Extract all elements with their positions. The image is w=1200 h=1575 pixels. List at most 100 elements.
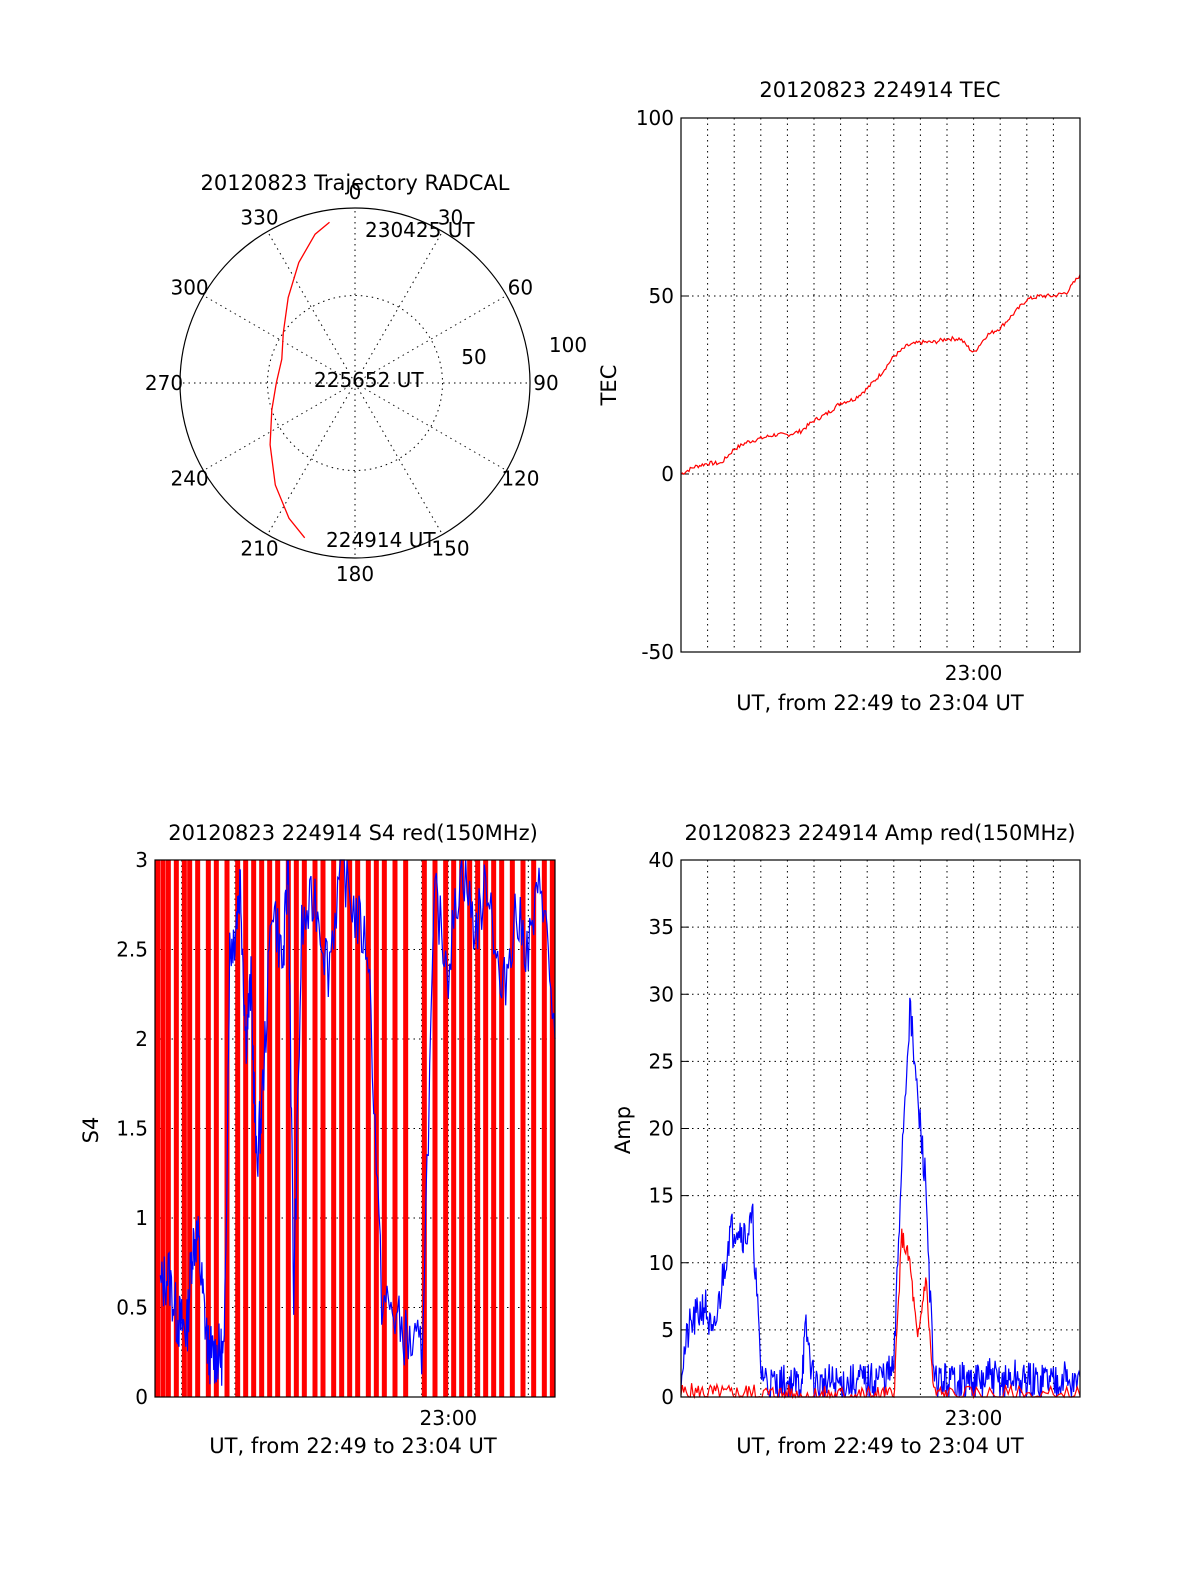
amp-y-tick-label: 25 bbox=[649, 1049, 674, 1073]
polar-spoke bbox=[354, 382, 507, 471]
tec-y-tick-label: 50 bbox=[649, 284, 674, 308]
tec-plot-frame bbox=[680, 117, 1081, 653]
s4-red-spike bbox=[251, 860, 257, 1397]
s4-red-spike bbox=[483, 860, 489, 1397]
s4-red-spike bbox=[491, 860, 497, 1397]
trajectory-end-label: 230425 UT bbox=[365, 218, 475, 242]
s4-red-spike bbox=[195, 860, 201, 1397]
s4-red-spike bbox=[531, 860, 537, 1397]
s4-red-spike bbox=[205, 860, 211, 1397]
s4-red-spike bbox=[165, 860, 171, 1397]
s4-red-spike bbox=[373, 860, 379, 1397]
amp-x-tick-label: 23:00 bbox=[945, 1406, 1003, 1430]
tec-y-tick-label: 0 bbox=[661, 462, 674, 486]
polar-angle-label: 330 bbox=[240, 206, 278, 230]
s4-red-spike bbox=[403, 860, 409, 1397]
tec-y-tick-label: 100 bbox=[636, 106, 674, 130]
s4-red-spike bbox=[187, 860, 193, 1397]
s4-red-spike bbox=[155, 860, 161, 1397]
tec-y-axis-label: TEC bbox=[597, 365, 621, 407]
s4-y-tick-label: 0 bbox=[135, 1385, 148, 1409]
amp-y-tick-label: 20 bbox=[649, 1117, 674, 1141]
amp-y-tick-label: 10 bbox=[649, 1251, 674, 1275]
s4-red-spike bbox=[285, 860, 291, 1397]
amp-y-tick-label: 30 bbox=[649, 982, 674, 1006]
tec-grid bbox=[681, 118, 1080, 652]
amp-title: 20120823 224914 Amp red(150MHz) bbox=[684, 821, 1075, 845]
s4-red-spike bbox=[432, 860, 438, 1397]
s4-red-spike bbox=[347, 860, 353, 1397]
s4-red-spike bbox=[520, 860, 526, 1397]
polar-spoke bbox=[203, 382, 356, 471]
s4-red-spike bbox=[392, 860, 398, 1397]
s4-title: 20120823 224914 S4 red(150MHz) bbox=[168, 821, 538, 845]
amp-plot-frame bbox=[680, 859, 1081, 1398]
s4-y-tick-label: 2 bbox=[135, 1027, 148, 1051]
tec-x-axis-label: UT, from 22:49 to 23:04 UT bbox=[736, 691, 1024, 715]
s4-red-spike bbox=[275, 860, 281, 1397]
s4-y-axis-label: S4 bbox=[79, 1117, 103, 1144]
polar-angle-label: 120 bbox=[501, 467, 539, 491]
polar-radius-label-100: 100 bbox=[549, 333, 587, 357]
amp-panel: 20120823 224914 Amp red(150MHz) 0 5 10 15 20… bbox=[611, 821, 1081, 1458]
s4-red-spike bbox=[365, 860, 371, 1397]
s4-red-spike bbox=[467, 860, 473, 1397]
tec-y-tick-label: -50 bbox=[641, 640, 674, 664]
polar-angle-label: 240 bbox=[170, 467, 208, 491]
amp-red-series-line bbox=[680, 1228, 1081, 1400]
s4-red-spike bbox=[235, 860, 241, 1397]
amp-x-axis-label: UT, from 22:49 to 23:04 UT bbox=[736, 1434, 1024, 1458]
s4-x-tick-label: 23:00 bbox=[420, 1406, 478, 1430]
polar-title: 20120823 Trajectory RADCAL bbox=[201, 171, 510, 195]
tec-panel: 20120823 224914 TEC -50 0 50 100 23:00 UT, … bbox=[597, 78, 1081, 715]
polar-angle-labels: 0 30 60 90 120 150 180 210 240 270 300 330 bbox=[145, 180, 559, 586]
s4-red-spike bbox=[355, 860, 361, 1397]
s4-red-series bbox=[155, 860, 555, 1397]
polar-spoke bbox=[267, 231, 356, 384]
s4-red-spike bbox=[541, 860, 547, 1397]
s4-red-spike bbox=[549, 860, 555, 1397]
polar-angle-label: 30 bbox=[438, 206, 463, 230]
s4-red-spike bbox=[451, 860, 457, 1397]
polar-inner-circle bbox=[267, 295, 443, 471]
s4-red-spike bbox=[213, 860, 219, 1397]
amp-y-ticks: 0 5 10 15 20 25 30 35 40 bbox=[649, 848, 689, 1409]
tec-x-tick-label: 23:00 bbox=[945, 661, 1003, 685]
s4-y-tick-label: 1.5 bbox=[116, 1117, 148, 1141]
polar-radius-label-50: 50 bbox=[461, 345, 486, 369]
polar-angle-label: 150 bbox=[431, 536, 469, 560]
s4-y-tick-label: 0.5 bbox=[116, 1296, 148, 1320]
s4-red-spike bbox=[381, 860, 387, 1397]
polar-angle-label: 0 bbox=[349, 180, 362, 204]
tec-y-ticks: -50 0 50 100 bbox=[636, 106, 689, 664]
amp-grid bbox=[681, 860, 1080, 1397]
amp-y-tick-label: 40 bbox=[649, 848, 674, 872]
polar-panel: 20120823 Trajectory RADCAL 0 30 60 90 120 150… bbox=[145, 171, 587, 586]
s4-plot-frame bbox=[154, 859, 556, 1398]
amp-y-tick-label: 35 bbox=[649, 915, 674, 939]
polar-angle-label: 60 bbox=[508, 276, 533, 300]
polar-angle-label: 90 bbox=[533, 371, 558, 395]
polar-spoke bbox=[354, 382, 443, 535]
s4-y-tick-label: 2.5 bbox=[116, 938, 148, 962]
polar-angle-label: 210 bbox=[240, 536, 278, 560]
s4-red-spike bbox=[475, 860, 481, 1397]
trajectory-mid-label: 225652 UT bbox=[314, 368, 424, 392]
polar-angle-label: 180 bbox=[336, 562, 374, 586]
s4-red-spike bbox=[267, 860, 273, 1397]
s4-red-spike bbox=[331, 860, 337, 1397]
s4-y-tick-label: 1 bbox=[135, 1206, 148, 1230]
amp-y-tick-label: 15 bbox=[649, 1184, 674, 1208]
polar-angle-label: 270 bbox=[145, 371, 183, 395]
tec-series-line bbox=[680, 274, 1081, 476]
polar-angle-label: 300 bbox=[170, 276, 208, 300]
amp-y-tick-label: 0 bbox=[661, 1385, 674, 1409]
tec-title: 20120823 224914 TEC bbox=[759, 78, 1000, 102]
s4-red-spike bbox=[243, 860, 249, 1397]
s4-panel: 20120823 224914 S4 red(150MHz) 0 0.5 1 1.5 2… bbox=[79, 821, 556, 1458]
s4-red-spike bbox=[181, 860, 187, 1397]
s4-red-spike bbox=[320, 860, 326, 1397]
s4-red-spike bbox=[339, 860, 345, 1397]
amp-y-tick-label: 5 bbox=[661, 1318, 674, 1342]
s4-red-spike bbox=[499, 860, 505, 1397]
